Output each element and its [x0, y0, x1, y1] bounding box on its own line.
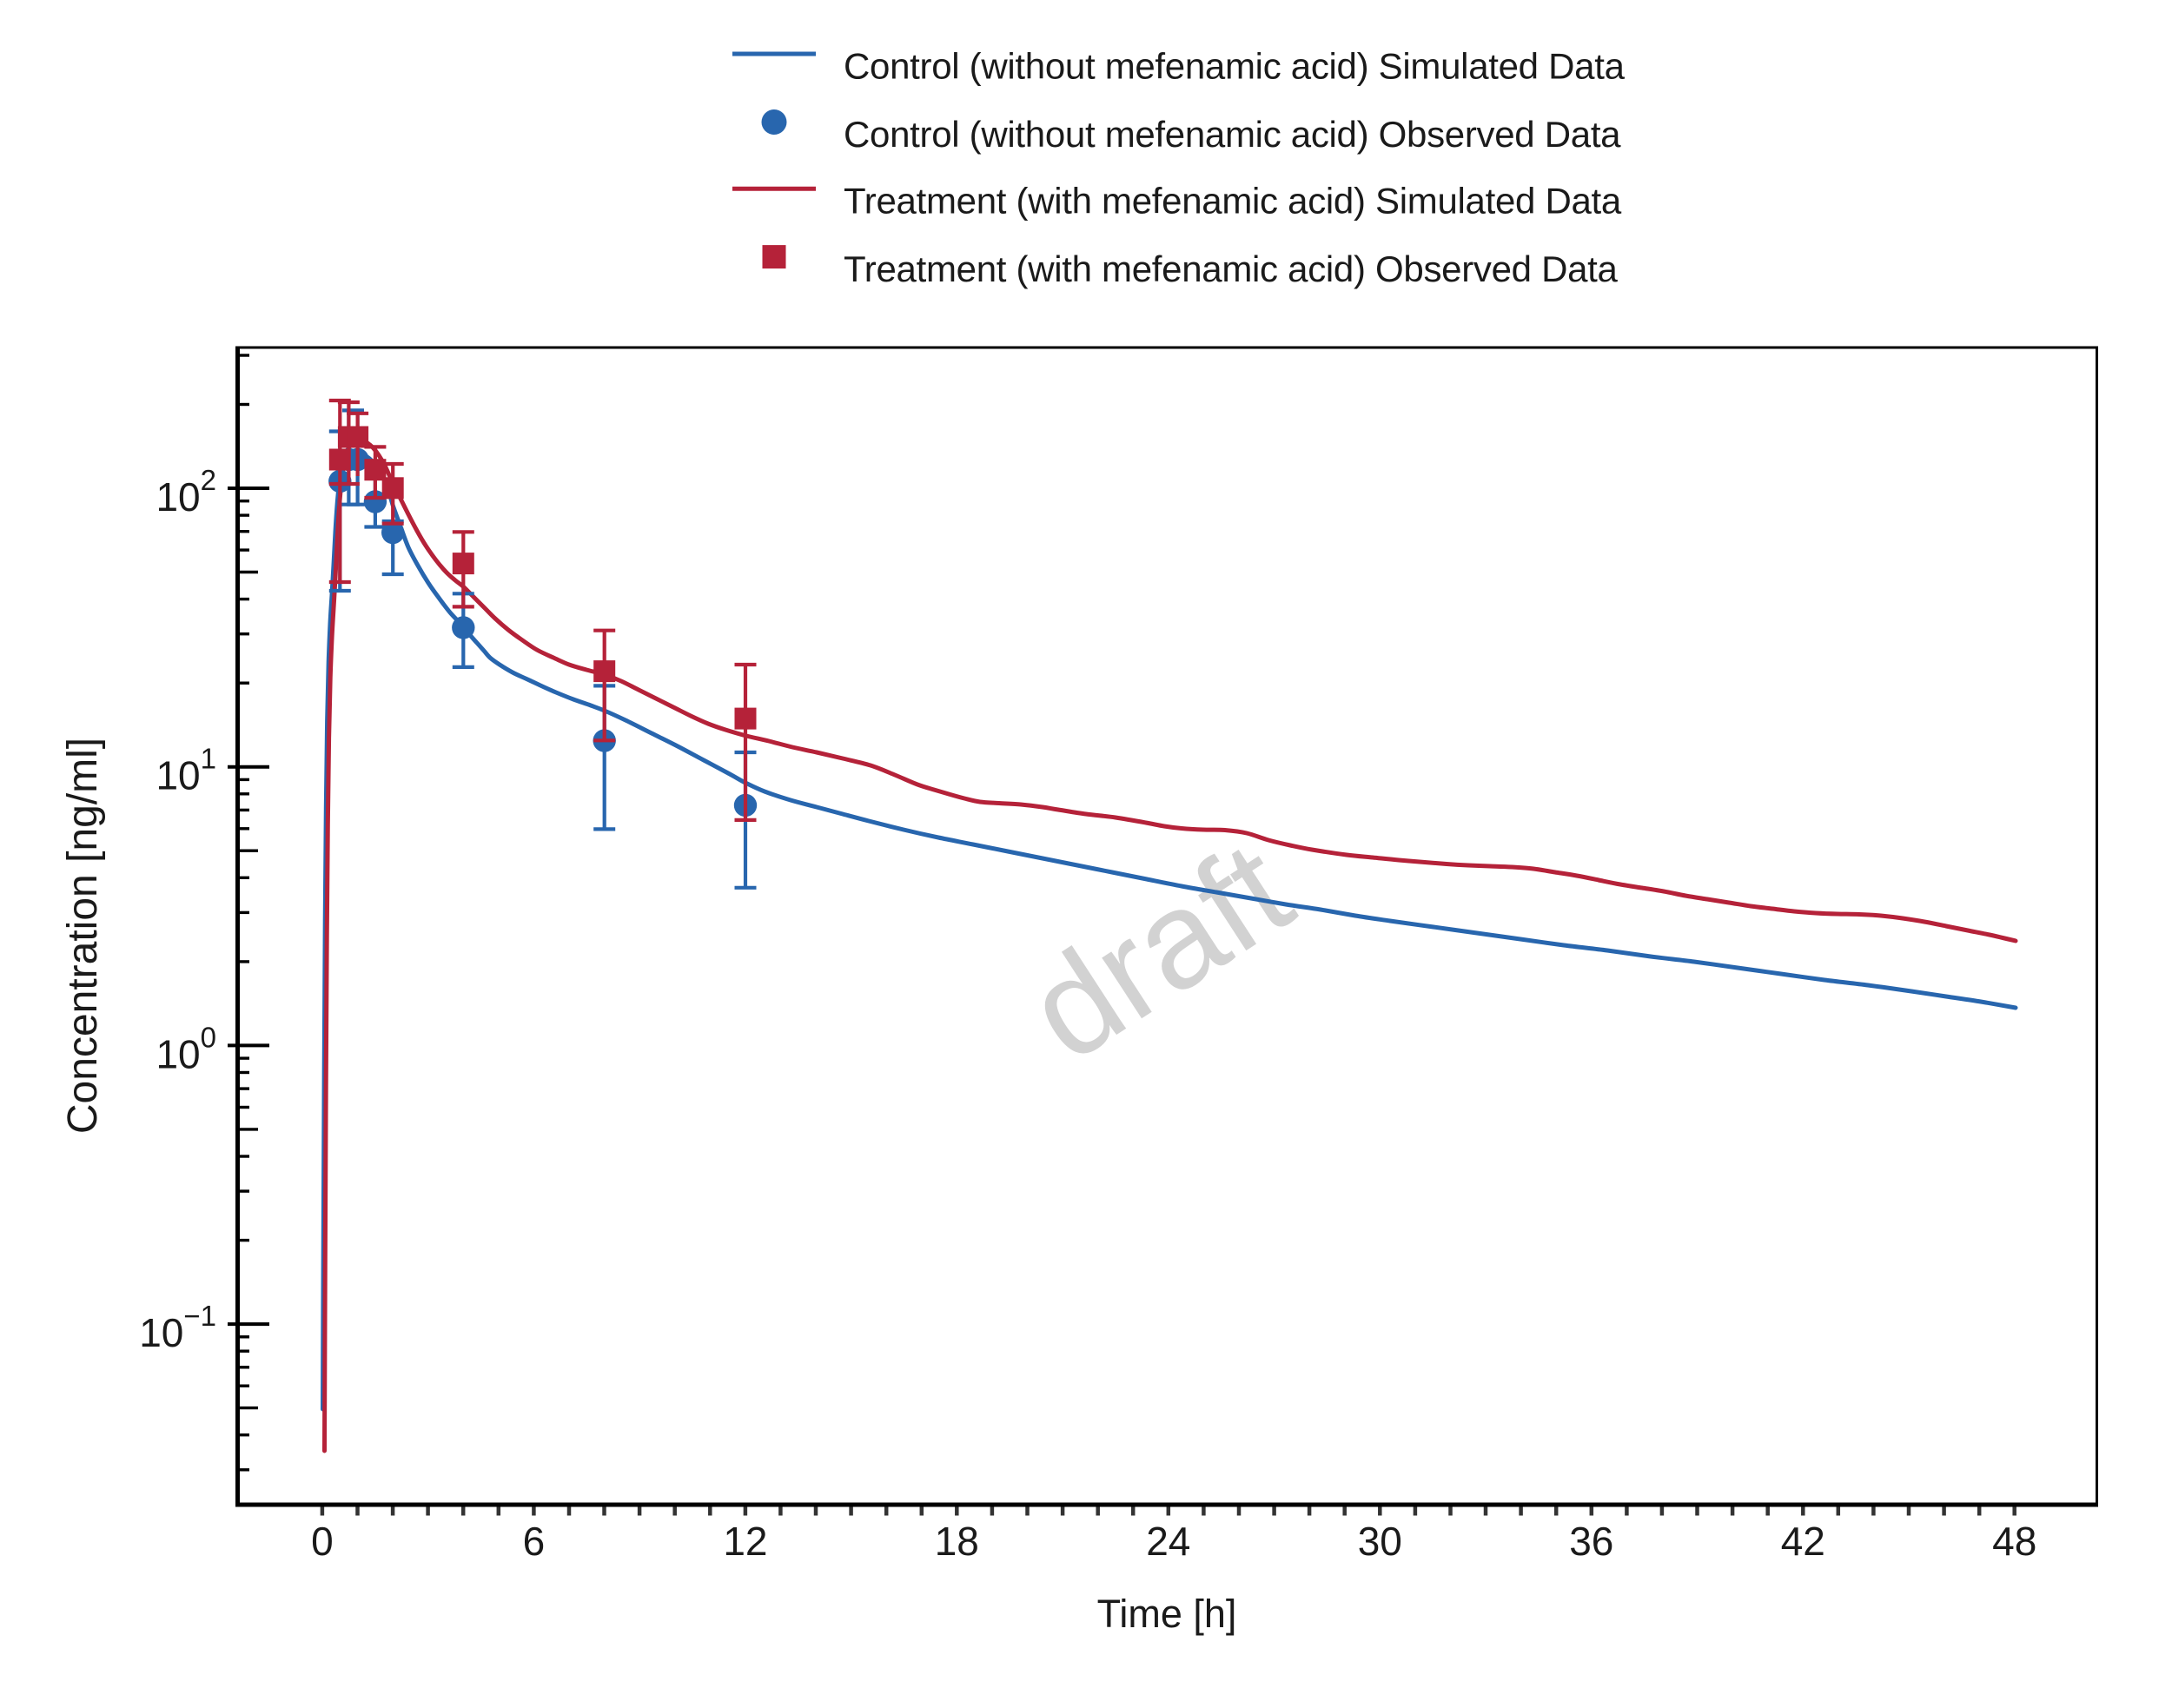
- svg-text:Control (without mefenamic aci: Control (without mefenamic acid) Observe…: [844, 114, 1621, 155]
- svg-text:Concentration [ng/ml]: Concentration [ng/ml]: [60, 738, 106, 1134]
- svg-text:36: 36: [1569, 1519, 1613, 1564]
- svg-text:Control (without mefenamic aci: Control (without mefenamic acid) Simulat…: [844, 45, 1626, 86]
- svg-text:24: 24: [1146, 1519, 1190, 1564]
- svg-text:48: 48: [1992, 1519, 2036, 1564]
- svg-text:Treatment (with mefenamic acid: Treatment (with mefenamic acid) Observed…: [844, 248, 1619, 289]
- svg-text:18: 18: [935, 1519, 979, 1564]
- svg-text:Time [h]: Time [h]: [1097, 1592, 1237, 1636]
- svg-text:0: 0: [311, 1519, 334, 1564]
- svg-text:30: 30: [1358, 1519, 1402, 1564]
- svg-text:42: 42: [1781, 1519, 1825, 1564]
- svg-text:12: 12: [723, 1519, 767, 1564]
- svg-text:Treatment (with mefenamic acid: Treatment (with mefenamic acid) Simulate…: [844, 181, 1622, 222]
- svg-text:6: 6: [523, 1519, 546, 1564]
